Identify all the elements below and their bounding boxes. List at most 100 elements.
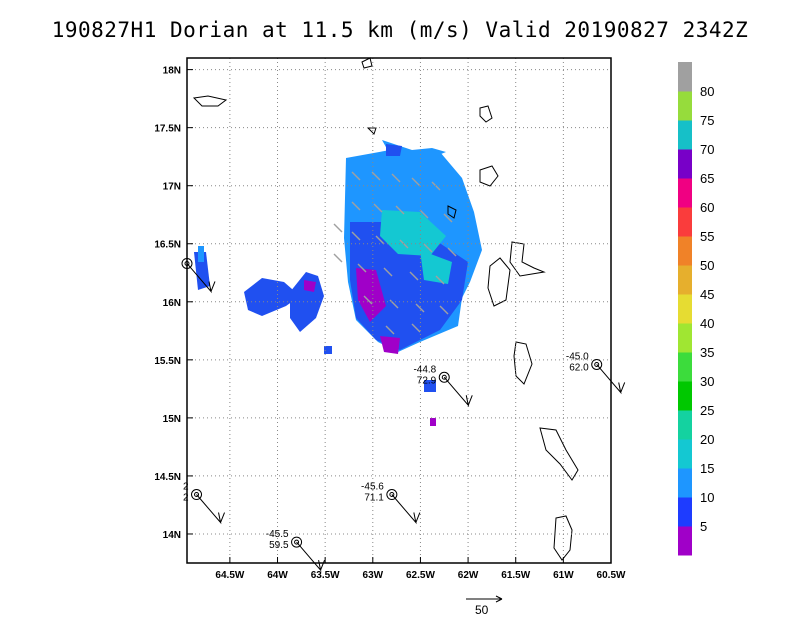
colorbar-label: 25 — [700, 403, 714, 418]
colorbar-swatch — [678, 526, 692, 556]
x-tick-label: 63.5W — [311, 570, 340, 581]
vector-reference: 50 — [466, 595, 503, 617]
colorbar-swatch — [678, 439, 692, 469]
x-tick-label: 60.5W — [597, 570, 626, 581]
dropsonde-marker: -45.062.0 — [566, 351, 626, 395]
coast-island-3 — [479, 105, 493, 123]
echo-west5 — [198, 246, 204, 262]
chart-title: 190827H1 Dorian at 11.5 km (m/s) Valid 2… — [51, 18, 749, 42]
coast-island-5 — [487, 257, 511, 307]
y-tick-label: 16N — [163, 298, 181, 309]
dropsonde-wind: 72.9 — [417, 375, 437, 386]
dropsonde-wind: 71.1 — [364, 493, 384, 504]
colorbar-swatch — [678, 323, 692, 353]
dropsonde-marker — [181, 257, 216, 294]
coast-island-9 — [553, 515, 573, 561]
plot-frame — [186, 57, 612, 564]
echo-west6 — [324, 346, 332, 354]
dropsonde-layer: -44.872.9 -45.062.0 -45.671.1 -45.559.5 22 — [181, 257, 626, 572]
colorbar-label: 40 — [700, 316, 714, 331]
colorbar-label: 60 — [700, 200, 714, 215]
colorbar-swatch — [678, 207, 692, 237]
y-tick-label: 15N — [163, 414, 181, 425]
dropsonde-pressure: 2 — [183, 482, 189, 493]
y-tick-label: 14.5N — [154, 472, 181, 483]
echo-south1 — [424, 380, 436, 392]
colorbar-label: 20 — [700, 432, 714, 447]
dropsonde-wind: 2 — [183, 493, 189, 504]
colorbar-label: 70 — [700, 142, 714, 157]
vector-reference-label: 50 — [475, 603, 489, 617]
y-tick-label: 16.5N — [154, 240, 181, 251]
dropsonde-pressure: -45.6 — [361, 482, 384, 493]
colorbar-swatch — [678, 352, 692, 382]
echo-main-inner — [350, 222, 468, 350]
coast-island-11 — [447, 205, 457, 219]
colorbar-label: 65 — [700, 171, 714, 186]
x-tick-label: 62W — [458, 570, 479, 581]
colorbar-swatch — [678, 149, 692, 179]
coast-island-2 — [361, 57, 373, 69]
dropsonde-pressure: -44.8 — [413, 364, 436, 375]
echo-top-dark — [386, 144, 402, 156]
colorbar-swatch — [678, 265, 692, 295]
coast-island-10 — [366, 127, 377, 135]
x-tick-label: 61W — [553, 570, 574, 581]
echo-layer — [194, 140, 482, 426]
y-tick-label: 18N — [163, 66, 181, 77]
coast-island-4 — [479, 165, 499, 187]
echo-main-core — [380, 210, 446, 256]
coast-island-8 — [539, 427, 579, 481]
coast-island-1 — [192, 95, 228, 107]
dropsonde-pressure: -45.5 — [266, 529, 289, 540]
colorbar-swatch — [678, 91, 692, 121]
colorbar-swatch — [678, 410, 692, 440]
colorbar-swatch — [678, 62, 692, 92]
dropsonde-marker: 22 — [183, 482, 225, 525]
dropsonde-marker: -45.671.1 — [361, 482, 421, 525]
colorbar: 5 10 15 20 25 30 35 40 45 50 55 60 65 70 75 80 — [678, 62, 714, 556]
dropsonde-wind: 59.5 — [269, 540, 289, 551]
echo-west3 — [304, 280, 316, 292]
y-tick-label: 15.5N — [154, 356, 181, 367]
x-tick-label: 64W — [267, 570, 288, 581]
colorbar-label: 45 — [700, 287, 714, 302]
colorbar-swatch — [678, 497, 692, 527]
colorbar-swatch — [678, 236, 692, 266]
colorbar-swatch — [678, 120, 692, 150]
coast-island-6 — [509, 241, 546, 277]
dropsonde-pressure: -45.0 — [566, 351, 589, 362]
colorbar-label: 30 — [700, 374, 714, 389]
colorbar-swatch — [678, 468, 692, 498]
y-tick-label: 14N — [163, 530, 181, 541]
colorbar-label: 75 — [700, 113, 714, 128]
dropsonde-marker: -44.872.9 — [413, 364, 473, 408]
x-tick-label: 64.5W — [215, 570, 244, 581]
coastline-layer — [192, 57, 579, 561]
echo-purple1 — [356, 268, 386, 322]
echo-purple2 — [380, 336, 400, 354]
echo-main-core2 — [420, 250, 452, 284]
x-tick-label: 62.5W — [406, 570, 435, 581]
colorbar-label: 55 — [700, 229, 714, 244]
y-tick-label: 17N — [163, 182, 181, 193]
colorbar-label: 80 — [700, 84, 714, 99]
coast-island-7 — [513, 341, 533, 385]
x-tick-label: 61.5W — [501, 570, 530, 581]
colorbar-label: 10 — [700, 490, 714, 505]
echo-south2 — [430, 418, 436, 426]
dropsonde-marker: -45.559.5 — [266, 529, 326, 572]
y-ticks: 18N 17.5N 17N 16.5N 16N 15.5N 15N 14.5N 14N — [154, 66, 193, 541]
colorbar-label: 15 — [700, 461, 714, 476]
colorbar-label: 5 — [700, 519, 707, 534]
x-ticks: 64.5W 64W 63.5W 63W 62.5W 62W 61.5W 61W 60.5W — [215, 557, 626, 581]
echo-west1 — [244, 278, 300, 316]
colorbar-swatch — [678, 294, 692, 324]
y-tick-label: 17.5N — [154, 124, 181, 135]
colorbar-swatch — [678, 381, 692, 411]
colorbar-label: 50 — [700, 258, 714, 273]
colorbar-swatch — [678, 178, 692, 208]
colorbar-label: 35 — [700, 345, 714, 360]
dropsonde-wind: 62.0 — [569, 362, 589, 373]
